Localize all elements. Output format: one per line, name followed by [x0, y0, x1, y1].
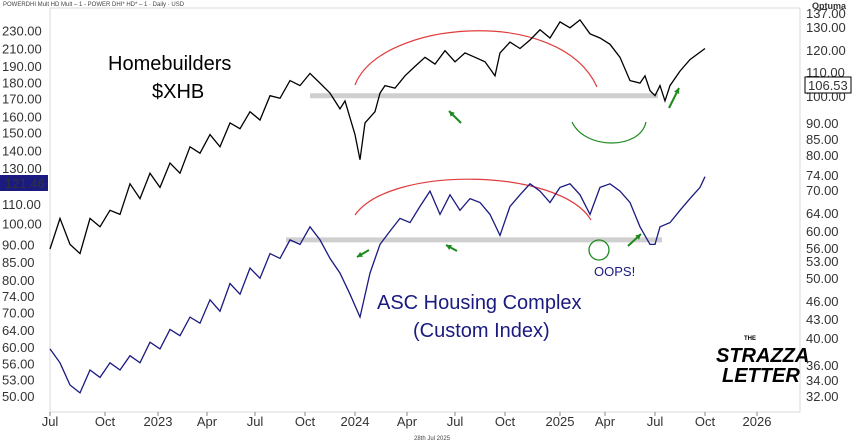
right-tick-label: 85.00	[806, 132, 839, 147]
date-stamp: 28th Jul 2025	[414, 436, 451, 442]
x-tick-label: 2023	[144, 414, 173, 429]
x-tick-label: Jul	[42, 414, 59, 429]
right-tick-label: 56.00	[806, 241, 839, 256]
trend-arrow-head	[357, 251, 363, 257]
left-tick-label: 80.00	[2, 273, 35, 288]
left-tick-label: 210.00	[2, 41, 42, 56]
arrow-group	[356, 87, 680, 258]
right-tick-label: 53.00	[806, 254, 839, 269]
left-tick-label: 170.00	[2, 92, 42, 107]
right-tick-label: 64.00	[806, 206, 839, 221]
x-tick-label: 2024	[341, 414, 370, 429]
right-tick-label: 60.00	[806, 224, 839, 239]
right-tick-label: 80.00	[806, 148, 839, 163]
left-tick-label: 74.00	[2, 289, 35, 304]
index-label-line-1: ASC Housing Complex	[377, 292, 582, 314]
right-tick-label: 70.00	[806, 183, 839, 198]
source-line: POWERDHI Mult HD Mult – 1 - POWER DHI* H…	[3, 2, 185, 8]
svg-text:THE: THE	[744, 336, 756, 342]
right-tick-label: 40.00	[806, 331, 839, 346]
x-tick-label: Jul	[647, 414, 664, 429]
x-tick-label: Apr	[397, 414, 418, 429]
left-value-badge-text: 121.46	[5, 176, 45, 191]
oops-label: OOPS!	[594, 264, 635, 279]
right-tick-label: 137.00	[806, 6, 846, 21]
right-tick-label: 32.00	[806, 389, 839, 404]
x-tick-label: Oct	[295, 414, 316, 429]
trend-arrow-head	[635, 234, 641, 240]
x-tick-label: 2025	[546, 414, 575, 429]
left-tick-label: 160.00	[2, 109, 42, 124]
left-tick-label: 230.00	[2, 24, 42, 39]
right-axis: 137.00130.00120.00110.00100.0090.0085.00…	[806, 6, 846, 404]
right-tick-label: 43.00	[806, 312, 839, 327]
left-value-badge	[0, 175, 48, 191]
left-tick-label: 64.00	[2, 323, 35, 338]
title-line-2: $XHB	[152, 81, 204, 103]
x-tick-label: Oct	[95, 414, 116, 429]
right-tick-label: 50.00	[806, 271, 839, 286]
right-tick-label: 90.00	[806, 116, 839, 131]
left-tick-label: 90.00	[2, 237, 35, 252]
right-value-badge	[804, 76, 852, 94]
left-tick-label: 150.00	[2, 126, 42, 141]
series-xhb-line	[49, 18, 706, 255]
x-tick-label: Jul	[247, 414, 264, 429]
index-label-line-2: (Custom Index)	[413, 320, 550, 342]
right-tick-label: 36.00	[806, 358, 839, 373]
svg-text:STRAZZA: STRAZZA	[716, 345, 809, 367]
left-tick-label: 56.00	[2, 356, 35, 371]
left-tick-label: 50.00	[2, 389, 35, 404]
left-tick-label: 60.00	[2, 340, 35, 355]
x-tick-label: 2026	[743, 414, 772, 429]
left-tick-label: 180.00	[2, 75, 42, 90]
left-tick-label: 100.00	[2, 216, 42, 231]
x-axis: Jul Oct 2023 Apr Jul Oct 2024 Apr Jul Oct 2025 Apr J…	[42, 412, 772, 429]
plot-area	[49, 7, 801, 413]
left-tick-label: 110.00	[2, 197, 41, 212]
right-tick-label: 120.00	[806, 43, 846, 58]
x-tick-label: Oct	[495, 414, 516, 429]
x-tick-label: Apr	[197, 414, 218, 429]
title-line-1: Homebuilders	[108, 53, 231, 75]
right-tick-label: 110.00	[806, 65, 845, 80]
left-tick-label: 53.00	[2, 373, 35, 388]
left-tick-label: 130.00	[2, 161, 42, 176]
right-tick-label: 74.00	[806, 168, 839, 183]
right-value-badge-text: 106.53	[808, 78, 848, 93]
left-tick-label: 140.00	[2, 143, 42, 158]
trend-arrow-head	[446, 245, 452, 250]
left-tick-label: 190.00	[2, 59, 42, 74]
oops-highlight-circle	[588, 239, 610, 261]
right-tick-label: 130.00	[806, 20, 846, 35]
series-index-line	[49, 176, 706, 394]
rounding-top-arc-index	[354, 178, 592, 221]
right-tick-label: 34.00	[806, 373, 839, 388]
strazza-letter-logo: THE STRAZZA LETTER	[716, 336, 809, 387]
recovery-arc	[571, 121, 647, 144]
trend-arrow-head	[674, 88, 680, 94]
trend-arrow-head	[449, 111, 455, 117]
x-tick-label: Apr	[595, 414, 616, 429]
svg-text:LETTER: LETTER	[722, 365, 800, 387]
left-tick-label: 85.00	[2, 255, 35, 270]
brand-label: Optuma	[812, 1, 847, 11]
x-tick-label: Oct	[695, 414, 716, 429]
x-tick-label: Jul	[447, 414, 464, 429]
right-tick-label: 46.00	[806, 294, 839, 309]
left-tick-label: 70.00	[2, 305, 35, 320]
rounding-top-arc-xhb	[354, 30, 598, 88]
